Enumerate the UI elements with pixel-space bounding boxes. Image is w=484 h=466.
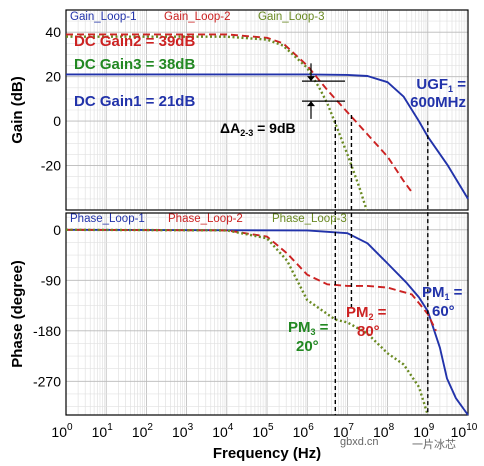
x-tick-label: 100 — [51, 422, 73, 440]
annotation-pm3-value: 20° — [296, 338, 319, 355]
phase-phase-loop-1-line — [65, 228, 469, 416]
gain-legend-entry: Gain_Loop-2 — [164, 11, 231, 23]
gain-plot-frame — [65, 9, 469, 211]
gain-gain-loop-1-line — [66, 73, 469, 200]
x-tick-label: 105 — [252, 422, 274, 440]
phase-phase-loop-2-line — [65, 228, 437, 332]
annotation-pm2: PM2 = — [346, 304, 387, 322]
phase-y-tick-label: -270 — [33, 373, 61, 389]
x-tick-label: 1010 — [451, 422, 478, 440]
annotation-pm2-value: 80° — [357, 323, 380, 340]
gain-y-tick-label: 0 — [53, 113, 61, 129]
gain-y-tick-label: 40 — [45, 24, 61, 40]
marker-lines-layer — [302, 63, 429, 415]
annotation-dc-gain3: DC Gain3 = 38dB — [74, 56, 195, 73]
phase-axis-label: Phase (degree) — [9, 260, 26, 368]
delta-arrowhead-lower — [307, 101, 315, 107]
annotation-dc-gain2: DC Gain2 = 39dB — [74, 33, 195, 50]
gain-y-tick-label: -20 — [41, 158, 61, 174]
x-tick-label: 107 — [333, 422, 355, 440]
phase-plot-frame — [65, 212, 469, 416]
gain-gain-loop-2-line — [66, 33, 413, 193]
annotation-ugf1-value: 600MHz — [410, 94, 466, 111]
x-tick-label: 109 — [413, 422, 435, 440]
phase-phase-loop-3-line — [65, 228, 429, 416]
annotation-delta-a23: ΔA2-3 = 9dB — [220, 120, 296, 138]
x-tick-label: 106 — [293, 422, 315, 440]
annotation-pm1-value: 60° — [432, 303, 455, 320]
annotation-pm3: PM3 = — [288, 319, 329, 337]
gain-legend-entry: Gain_Loop-1 — [70, 11, 137, 23]
x-tick-label: 101 — [92, 422, 114, 440]
gain-axis-label: Gain (dB) — [9, 76, 26, 144]
x-tick-label: 103 — [172, 422, 194, 440]
phase-legend-entry: Phase_Loop-2 — [168, 213, 243, 225]
phase-y-tick-label: -180 — [33, 323, 61, 339]
phase-y-tick-label: 0 — [53, 222, 61, 238]
gain-legend-entry: Gain_Loop-3 — [258, 11, 325, 23]
x-tick-label: 108 — [373, 422, 395, 440]
annotation-dc-gain1: DC Gain1 = 21dB — [74, 93, 195, 110]
axes-layer — [65, 9, 469, 416]
phase-legend-entry: Phase_Loop-1 — [70, 213, 145, 225]
x-tick-label: 104 — [212, 422, 234, 440]
series-layer — [65, 33, 469, 416]
x-tick-label: 102 — [132, 422, 154, 440]
delta-arrowhead-upper — [307, 76, 315, 82]
phase-legend-entry: Phase_Loop-3 — [272, 213, 347, 225]
annotation-pm1: PM1 = — [422, 284, 463, 302]
text-layer: 40 20 0 -20 0 -90 -180 -270 Gain (dB) Phase (degr… — [9, 11, 478, 462]
x-axis-label: Frequency (Hz) — [213, 445, 321, 462]
watermark-site: gbxd.cn — [340, 436, 379, 448]
watermark-logo: 一片冰芯 — [412, 439, 456, 451]
annotation-ugf1: UGF1 = — [416, 76, 466, 94]
gain-y-tick-label: 20 — [45, 69, 61, 85]
phase-y-tick-label: -90 — [41, 272, 61, 288]
